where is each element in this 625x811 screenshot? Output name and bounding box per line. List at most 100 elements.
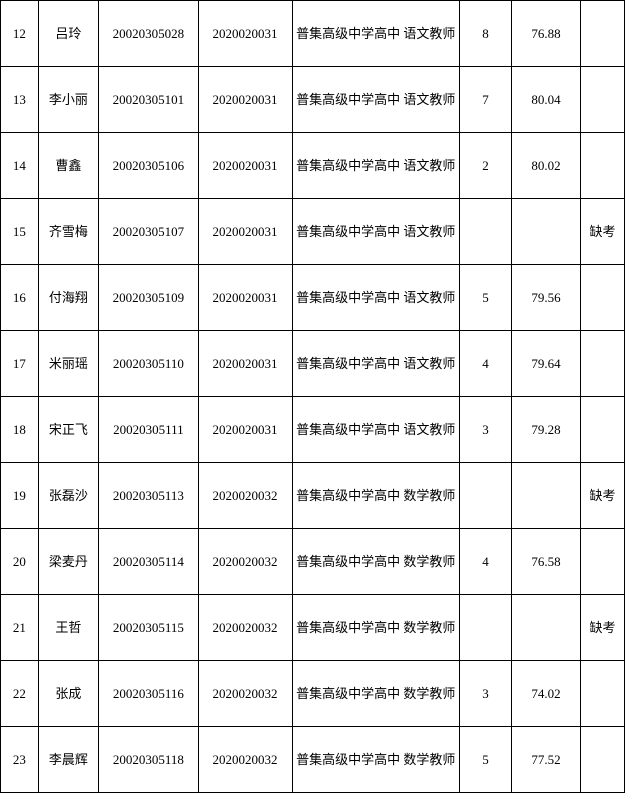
cell-name: 齐雪梅 <box>38 199 99 265</box>
cell-note <box>581 265 625 331</box>
cell-exam: 20020305101 <box>99 67 198 133</box>
cell-post: 2020020032 <box>198 661 292 727</box>
cell-pos: 普集高级中学高中 语文教师 <box>292 1 459 67</box>
cell-post: 2020020031 <box>198 199 292 265</box>
cell-rank <box>459 463 511 529</box>
cell-score <box>512 463 581 529</box>
cell-score <box>512 595 581 661</box>
cell-note <box>581 529 625 595</box>
cell-name: 梁麦丹 <box>38 529 99 595</box>
cell-score: 79.64 <box>512 331 581 397</box>
cell-pos: 普集高级中学高中 语文教师 <box>292 265 459 331</box>
cell-name: 张磊沙 <box>38 463 99 529</box>
cell-score: 74.02 <box>512 661 581 727</box>
cell-name: 张成 <box>38 661 99 727</box>
cell-score: 76.88 <box>512 1 581 67</box>
cell-exam: 20020305114 <box>99 529 198 595</box>
cell-exam: 20020305116 <box>99 661 198 727</box>
cell-rank: 3 <box>459 397 511 463</box>
cell-note <box>581 67 625 133</box>
cell-exam: 20020305111 <box>99 397 198 463</box>
cell-score: 80.04 <box>512 67 581 133</box>
cell-idx: 22 <box>1 661 39 727</box>
cell-pos: 普集高级中学高中 数学教师 <box>292 529 459 595</box>
cell-pos: 普集高级中学高中 语文教师 <box>292 397 459 463</box>
cell-exam: 20020305113 <box>99 463 198 529</box>
cell-note: 缺考 <box>581 595 625 661</box>
cell-idx: 21 <box>1 595 39 661</box>
cell-exam: 20020305118 <box>99 727 198 793</box>
table-row: 18宋正飞200203051112020020031普集高级中学高中 语文教师3… <box>1 397 625 463</box>
table-row: 15齐雪梅200203051072020020031普集高级中学高中 语文教师 缺… <box>1 199 625 265</box>
cell-idx: 23 <box>1 727 39 793</box>
cell-post: 2020020031 <box>198 331 292 397</box>
table-row: 12吕玲200203050282020020031普集高级中学高中 语文教师87… <box>1 1 625 67</box>
results-tbody: 12吕玲200203050282020020031普集高级中学高中 语文教师87… <box>1 1 625 793</box>
cell-idx: 17 <box>1 331 39 397</box>
cell-idx: 19 <box>1 463 39 529</box>
cell-rank: 4 <box>459 331 511 397</box>
cell-post: 2020020031 <box>198 397 292 463</box>
cell-name: 付海翔 <box>38 265 99 331</box>
cell-pos: 普集高级中学高中 数学教师 <box>292 463 459 529</box>
cell-pos: 普集高级中学高中 数学教师 <box>292 661 459 727</box>
cell-note: 缺考 <box>581 463 625 529</box>
cell-exam: 20020305028 <box>99 1 198 67</box>
cell-name: 曹鑫 <box>38 133 99 199</box>
cell-pos: 普集高级中学高中 语文教师 <box>292 199 459 265</box>
cell-rank: 8 <box>459 1 511 67</box>
cell-note <box>581 133 625 199</box>
cell-note <box>581 661 625 727</box>
table-row: 22张成200203051162020020032普集高级中学高中 数学教师37… <box>1 661 625 727</box>
cell-rank: 7 <box>459 67 511 133</box>
cell-exam: 20020305110 <box>99 331 198 397</box>
cell-note: 缺考 <box>581 199 625 265</box>
cell-name: 李小丽 <box>38 67 99 133</box>
cell-score <box>512 199 581 265</box>
cell-rank <box>459 199 511 265</box>
cell-exam: 20020305107 <box>99 199 198 265</box>
cell-exam: 20020305109 <box>99 265 198 331</box>
cell-name: 宋正飞 <box>38 397 99 463</box>
cell-score: 79.28 <box>512 397 581 463</box>
cell-idx: 14 <box>1 133 39 199</box>
table-row: 16付海翔200203051092020020031普集高级中学高中 语文教师5… <box>1 265 625 331</box>
cell-post: 2020020032 <box>198 595 292 661</box>
cell-rank: 2 <box>459 133 511 199</box>
cell-pos: 普集高级中学高中 语文教师 <box>292 331 459 397</box>
cell-post: 2020020032 <box>198 727 292 793</box>
cell-idx: 15 <box>1 199 39 265</box>
cell-rank: 5 <box>459 265 511 331</box>
cell-name: 李晨辉 <box>38 727 99 793</box>
cell-score: 79.56 <box>512 265 581 331</box>
cell-post: 2020020031 <box>198 133 292 199</box>
cell-name: 王哲 <box>38 595 99 661</box>
cell-note <box>581 397 625 463</box>
table-row: 19张磊沙200203051132020020032普集高级中学高中 数学教师缺… <box>1 463 625 529</box>
cell-pos: 普集高级中学高中 语文教师 <box>292 67 459 133</box>
cell-pos: 普集高级中学高中 数学教师 <box>292 727 459 793</box>
cell-score: 80.02 <box>512 133 581 199</box>
cell-name: 米丽瑶 <box>38 331 99 397</box>
cell-exam: 20020305115 <box>99 595 198 661</box>
cell-idx: 13 <box>1 67 39 133</box>
cell-post: 2020020031 <box>198 1 292 67</box>
table-row: 20梁麦丹200203051142020020032普集高级中学高中 数学教师4… <box>1 529 625 595</box>
cell-score: 76.58 <box>512 529 581 595</box>
cell-idx: 20 <box>1 529 39 595</box>
table-row: 17米丽瑶200203051102020020031普集高级中学高中 语文教师4… <box>1 331 625 397</box>
cell-pos: 普集高级中学高中 语文教师 <box>292 133 459 199</box>
cell-note <box>581 727 625 793</box>
table-row: 14曹鑫200203051062020020031普集高级中学高中 语文教师28… <box>1 133 625 199</box>
cell-score: 77.52 <box>512 727 581 793</box>
cell-exam: 20020305106 <box>99 133 198 199</box>
cell-rank: 4 <box>459 529 511 595</box>
cell-post: 2020020032 <box>198 529 292 595</box>
cell-idx: 18 <box>1 397 39 463</box>
cell-idx: 16 <box>1 265 39 331</box>
cell-post: 2020020031 <box>198 265 292 331</box>
table-row: 21王哲200203051152020020032普集高级中学高中 数学教师缺考 <box>1 595 625 661</box>
cell-idx: 12 <box>1 1 39 67</box>
results-table: 12吕玲200203050282020020031普集高级中学高中 语文教师87… <box>0 0 625 793</box>
cell-post: 2020020031 <box>198 67 292 133</box>
